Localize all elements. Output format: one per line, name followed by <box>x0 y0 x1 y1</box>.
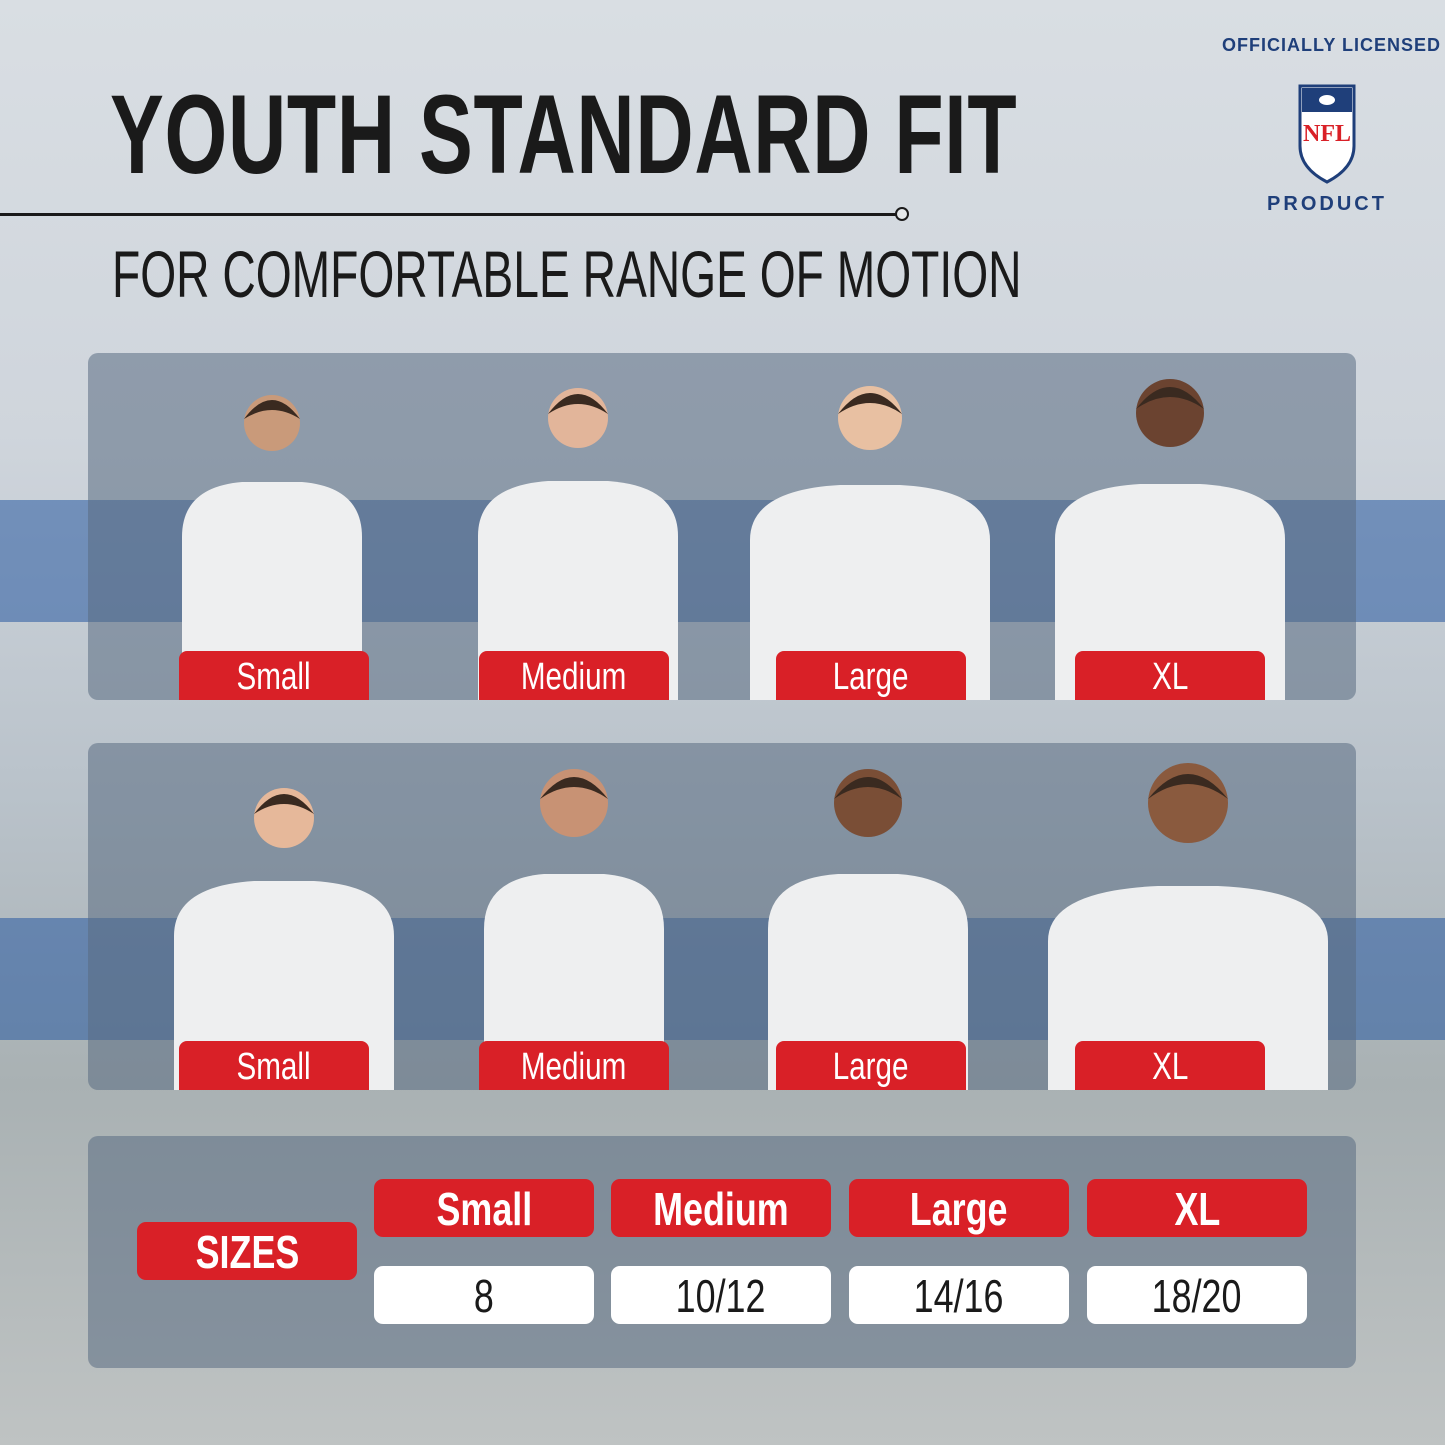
nfl-shield-icon <box>1298 84 1356 184</box>
page-subtitle: FOR COMFORTABLE RANGE OF MOTION <box>112 237 1022 311</box>
nfl-logo-text: NFL <box>1303 121 1351 147</box>
model-photo <box>1048 763 1328 1090</box>
size-header-xl: XL <box>1087 1179 1307 1237</box>
model-photo <box>750 386 990 700</box>
sizes-label: SIZES <box>137 1222 357 1280</box>
size-value-medium: 10/12 <box>611 1266 831 1324</box>
size-value-xl: 18/20 <box>1087 1266 1307 1324</box>
model-photo <box>478 388 678 700</box>
badge-text-bottom: PRODUCT <box>1267 193 1387 215</box>
size-tag-xl: XL <box>1075 1041 1265 1090</box>
model-photo <box>182 395 362 700</box>
size-tag-small: Small <box>179 1041 369 1090</box>
model-row-2: Small Medium Large XL <box>88 743 1356 1090</box>
badge-text-top: OFFICIALLY LICENSED <box>1222 35 1442 55</box>
size-tag-large: Large <box>776 651 966 700</box>
model-row-1: Small Medium Large XL <box>88 353 1356 700</box>
model-photo <box>1055 379 1285 700</box>
model-photo <box>174 788 394 1090</box>
model-photo <box>768 769 968 1090</box>
size-tag-large: Large <box>776 1041 966 1090</box>
size-value-large: 14/16 <box>849 1266 1069 1324</box>
size-header-large: Large <box>849 1179 1069 1237</box>
size-tag-medium: Medium <box>479 651 669 700</box>
size-tag-small: Small <box>179 651 369 700</box>
page-title: YOUTH STANDARD FIT <box>110 72 1018 197</box>
divider <box>0 213 896 216</box>
divider-dot <box>895 207 909 221</box>
size-chart: SIZES Small Medium Large XL 8 10/12 14/1… <box>88 1136 1356 1368</box>
size-header-medium: Medium <box>611 1179 831 1237</box>
model-photo <box>484 769 664 1090</box>
size-tag-xl: XL <box>1075 651 1265 700</box>
size-value-small: 8 <box>374 1266 594 1324</box>
nfl-licensed-badge: OFFICIALLY LICENSED NFL PRODUCT <box>1222 34 1442 224</box>
size-header-small: Small <box>374 1179 594 1237</box>
size-tag-medium: Medium <box>479 1041 669 1090</box>
